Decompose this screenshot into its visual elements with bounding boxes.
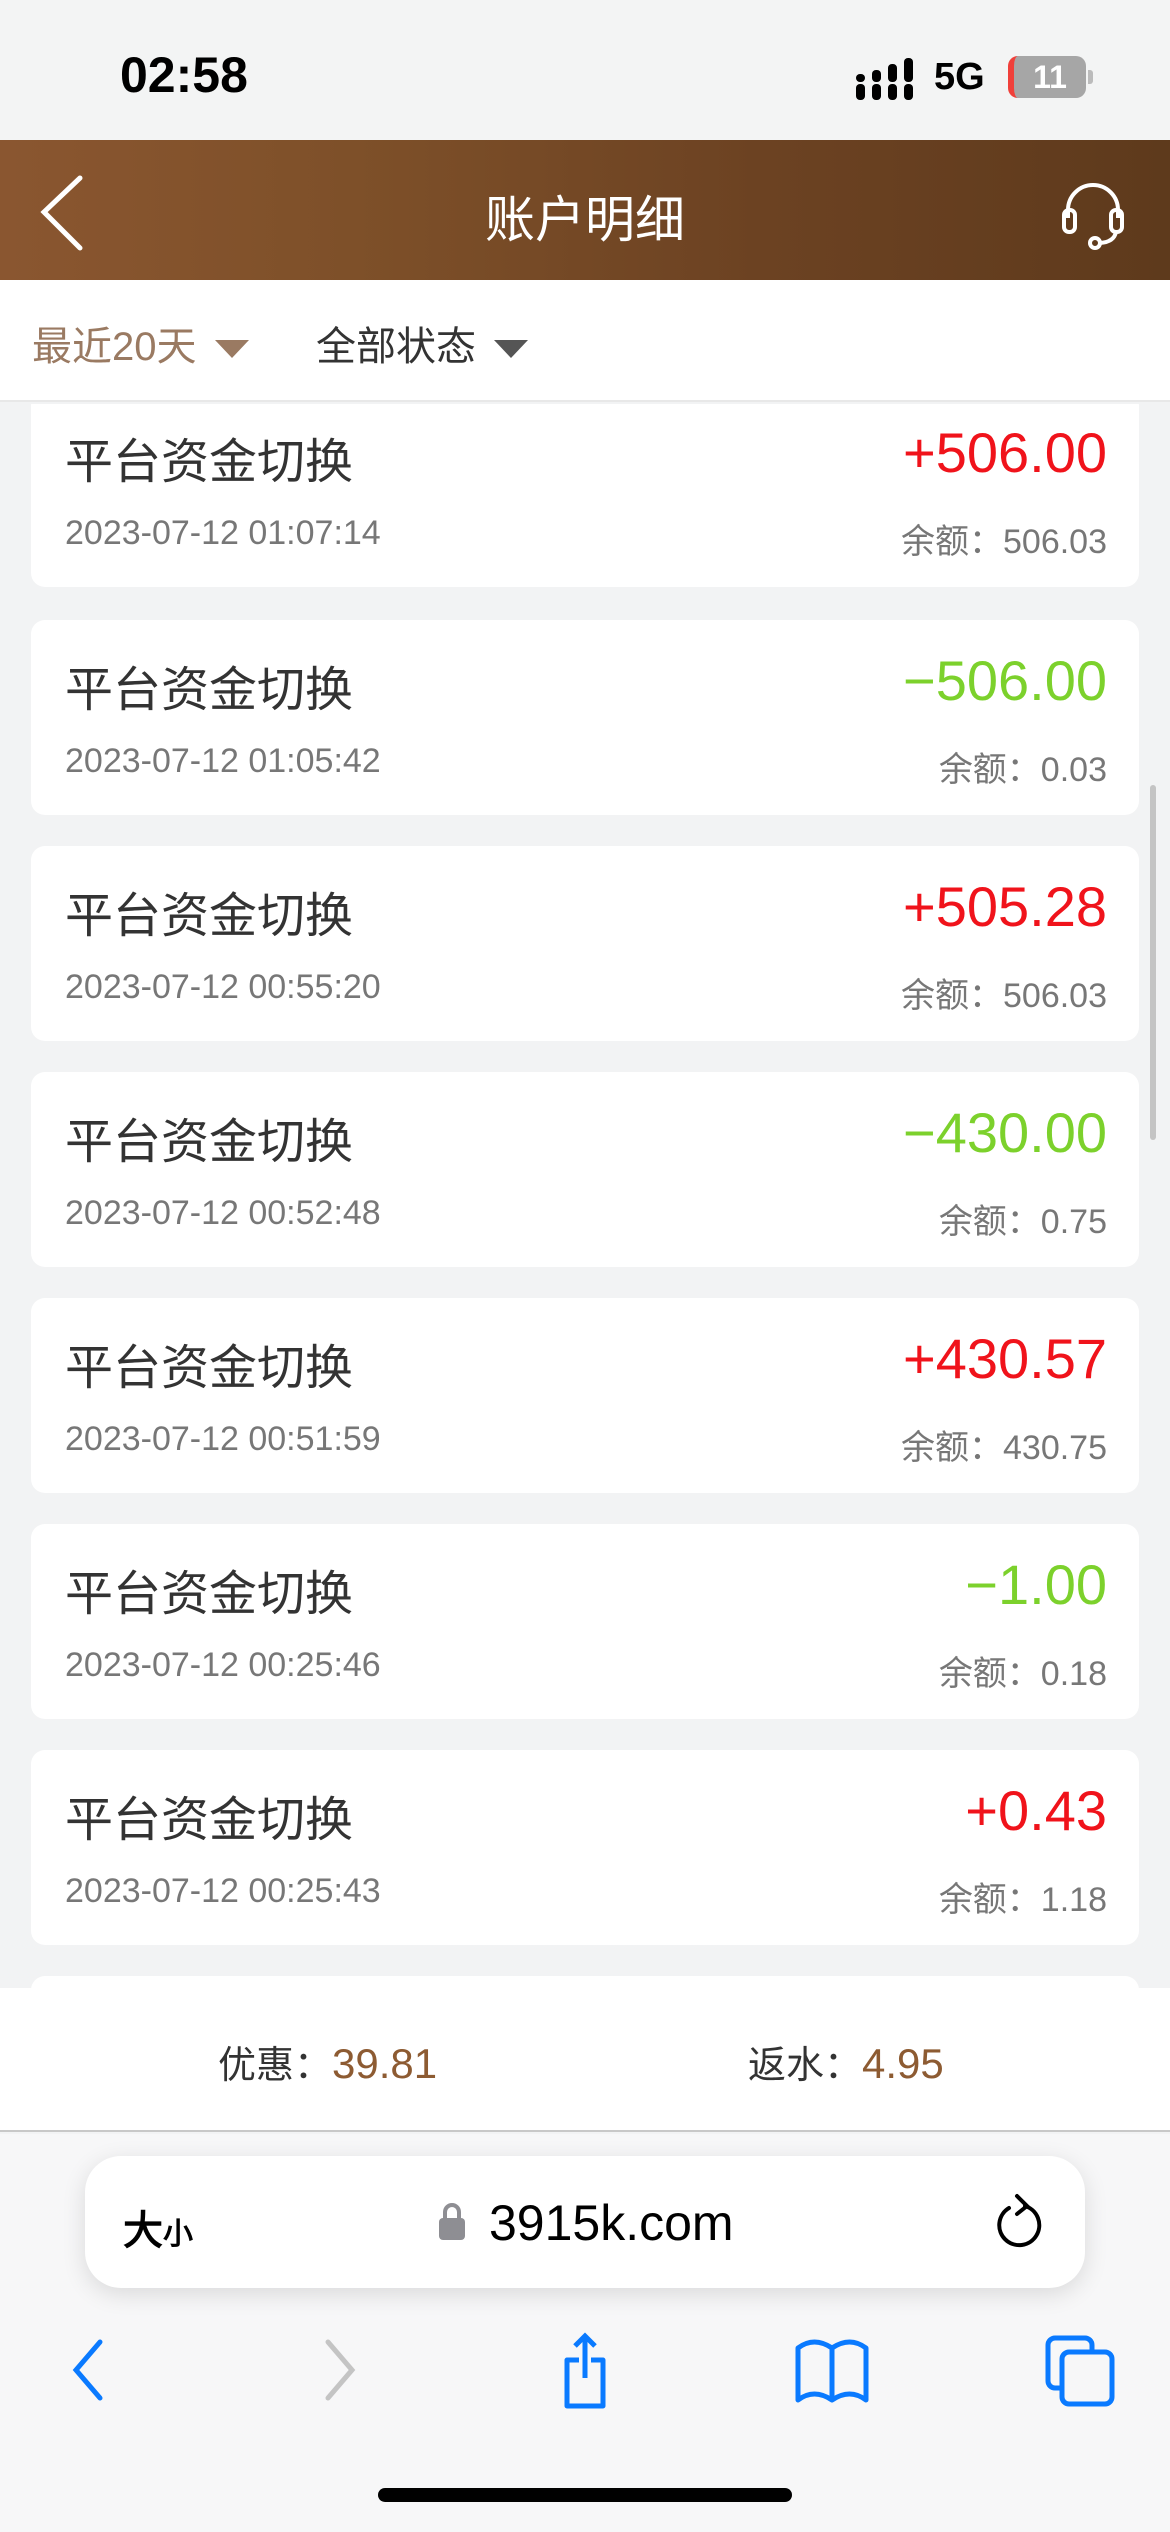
battery-tip [1088,70,1093,84]
back-nav-icon[interactable] [48,2330,128,2410]
clock: 02:58 [120,47,248,103]
transaction-date: 2023-07-12 00:52:48 [65,1194,381,1232]
transaction-card[interactable]: 平台资金切换 2023-07-12 01:05:42 −506.00 余额：0.… [31,620,1139,815]
app-header: 账户明细 [0,140,1170,280]
transaction-card[interactable]: 平台资金切换 2023-07-12 00:52:48 −430.00 余额：0.… [31,1072,1139,1267]
transaction-balance: 余额：1.18 [938,1881,1107,1919]
rebate-label: 返水： [748,2045,863,2087]
transaction-card[interactable]: 平台资金切换 2023-07-12 00:25:46 −1.00 余额：0.18 [31,1524,1139,1719]
rebate-value: 4.95 [862,2040,944,2087]
forward-nav-icon[interactable] [300,2330,380,2410]
scrollbar[interactable] [1150,785,1156,1140]
date-range-filter[interactable]: 最近20天 [32,314,249,372]
transaction-amount: +430.57 [903,1327,1107,1390]
battery-icon: 11 [1008,56,1086,98]
transaction-amount: +0.43 [965,1779,1107,1842]
transaction-card-partial[interactable] [31,1976,1139,1988]
tabs-icon[interactable] [1040,2330,1120,2410]
text-size-button[interactable]: 大小 [123,2209,193,2253]
transaction-title: 平台资金切换 [65,1794,354,1847]
reload-icon[interactable] [991,2192,1047,2252]
transaction-date: 2023-07-12 01:07:14 [65,514,381,552]
transaction-balance: 余额：506.03 [901,977,1107,1015]
status-label: 全部状态 [316,325,476,369]
transaction-amount: −506.00 [903,649,1107,712]
transaction-date: 2023-07-12 00:51:59 [65,1420,381,1458]
summary-bar: 优惠：39.81 返水：4.95 [0,1988,1170,2132]
transaction-date: 2023-07-12 00:55:20 [65,968,381,1006]
transaction-balance: 余额：430.75 [901,1429,1107,1467]
share-icon[interactable] [545,2330,625,2410]
transaction-balance: 余额：0.75 [938,1203,1107,1241]
discount-value: 39.81 [332,2040,438,2087]
transaction-date: 2023-07-12 00:25:43 [65,1872,381,1910]
transaction-balance: 余额：506.03 [901,523,1107,561]
transaction-date: 2023-07-12 00:25:46 [65,1646,381,1684]
home-indicator [378,2488,792,2502]
transaction-title: 平台资金切换 [65,1342,354,1395]
transaction-card[interactable]: 平台资金切换 2023-07-12 00:25:43 +0.43 余额：1.18 [31,1750,1139,1945]
transaction-amount: −430.00 [903,1101,1107,1164]
transaction-balance: 余额：0.18 [938,1655,1107,1693]
transaction-title: 平台资金切换 [65,890,354,943]
transaction-balance: 余额：0.03 [938,751,1107,789]
page-title: 账户明细 [485,192,685,248]
address-bar[interactable]: 大小 3915k.com [85,2156,1085,2288]
status-bar: 02:58 5G 11 [0,0,1170,140]
discount-summary: 优惠：39.81 [218,2034,437,2089]
transaction-title: 平台资金切换 [65,664,354,717]
date-range-label: 最近20天 [32,325,197,369]
transaction-amount: −1.00 [965,1553,1107,1616]
transaction-list: 平台资金切换 2023-07-12 01:07:14 +506.00 余额：50… [0,404,1170,1988]
transaction-amount: +505.28 [903,875,1107,938]
transaction-title: 平台资金切换 [65,1568,354,1621]
filter-bar: 最近20天 全部状态 [0,280,1170,402]
bookmarks-icon[interactable] [792,2330,872,2410]
transaction-amount: +506.00 [903,421,1107,484]
rebate-summary: 返水：4.95 [748,2034,944,2089]
customer-service-icon[interactable] [1060,180,1126,250]
dropdown-arrow-icon [494,340,528,359]
transaction-title: 平台资金切换 [65,1116,354,1169]
browser-toolbar: 大小 3915k.com [0,2134,1170,2532]
transaction-title: 平台资金切换 [65,436,354,489]
cellular-signal-icon [856,58,913,100]
dropdown-arrow-icon [214,340,249,359]
lock-icon [439,2203,465,2240]
transaction-card[interactable]: 平台资金切换 2023-07-12 01:07:14 +506.00 余额：50… [31,404,1139,587]
transaction-date: 2023-07-12 01:05:42 [65,742,381,780]
back-icon[interactable] [36,172,96,252]
transaction-card[interactable]: 平台资金切换 2023-07-12 00:51:59 +430.57 余额：43… [31,1298,1139,1493]
transaction-card[interactable]: 平台资金切换 2023-07-12 00:55:20 +505.28 余额：50… [31,846,1139,1041]
discount-label: 优惠： [218,2045,333,2087]
url-domain[interactable]: 3915k.com [489,2195,734,2251]
network-type: 5G [934,56,985,98]
status-filter[interactable]: 全部状态 [316,314,528,372]
